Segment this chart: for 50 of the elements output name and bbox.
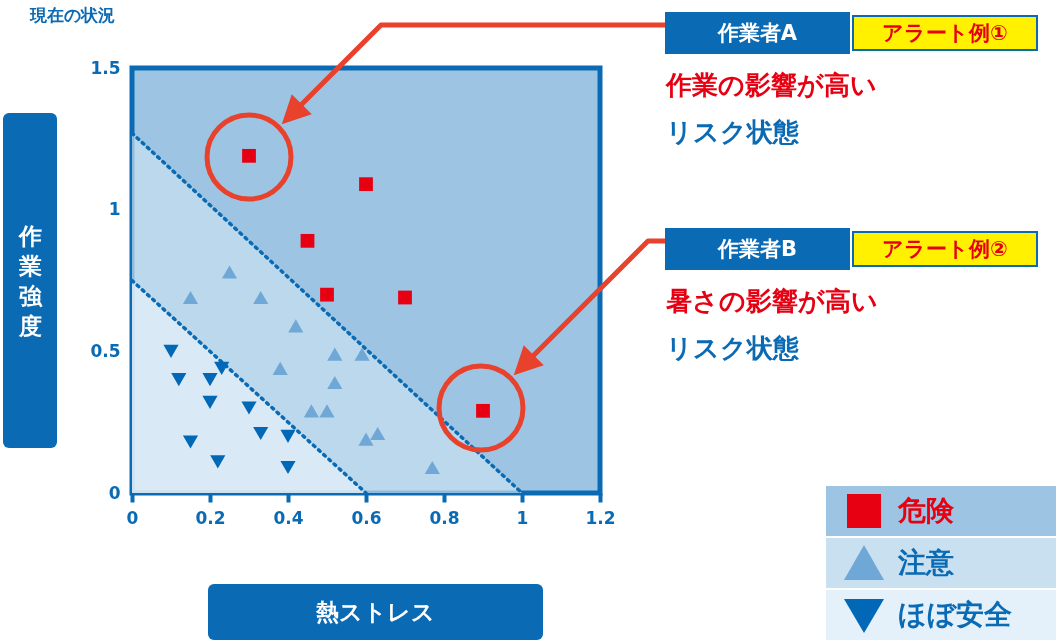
y-tick-label: 0.5 xyxy=(90,340,121,361)
x-tick-label: 1.2 xyxy=(585,507,616,528)
point xyxy=(319,404,335,418)
text: リスク状態 xyxy=(666,332,799,365)
point xyxy=(272,361,288,375)
point xyxy=(182,290,199,305)
x-tick-label: 0.8 xyxy=(429,507,460,528)
y-tick-label: 1 xyxy=(108,199,121,220)
y-tick-label: 0 xyxy=(108,482,121,503)
point xyxy=(214,361,230,375)
legend-label: ほぼ安全 xyxy=(898,597,1012,633)
point xyxy=(320,287,334,302)
point xyxy=(476,403,490,418)
x-tick-label: 0 xyxy=(126,507,139,528)
text: リスク状態 xyxy=(666,116,799,149)
point xyxy=(303,404,319,418)
point xyxy=(327,347,343,361)
point xyxy=(398,290,412,305)
point xyxy=(354,347,370,361)
x-tick-label: 1 xyxy=(516,507,529,528)
point xyxy=(171,373,187,387)
y-axis-title: 作業強度 xyxy=(18,221,42,341)
chart-title: 現在の状況 xyxy=(30,4,115,27)
point xyxy=(241,401,257,415)
point xyxy=(210,455,226,469)
point xyxy=(327,375,343,390)
point xyxy=(253,290,269,305)
point xyxy=(182,435,199,449)
point xyxy=(280,460,296,475)
point xyxy=(288,319,304,333)
text: 暑さの影響が高い xyxy=(666,285,878,318)
point xyxy=(359,177,373,192)
point xyxy=(280,429,296,443)
point xyxy=(242,148,256,163)
legend-label: 注意 xyxy=(898,545,954,581)
point xyxy=(221,265,238,279)
text: 作業の影響が高い xyxy=(666,69,877,102)
point xyxy=(202,373,218,387)
point xyxy=(253,426,269,441)
point xyxy=(370,426,386,441)
point xyxy=(300,233,315,248)
point xyxy=(424,460,440,475)
x-tick-label: 0.2 xyxy=(195,507,226,528)
point xyxy=(163,344,179,358)
point xyxy=(358,432,374,446)
legend-label: 危険 xyxy=(898,493,954,529)
y-tick-label: 1.5 xyxy=(90,57,121,78)
point xyxy=(202,395,218,409)
x-tick-label: 0.6 xyxy=(351,507,382,528)
x-tick-label: 0.4 xyxy=(273,507,304,528)
